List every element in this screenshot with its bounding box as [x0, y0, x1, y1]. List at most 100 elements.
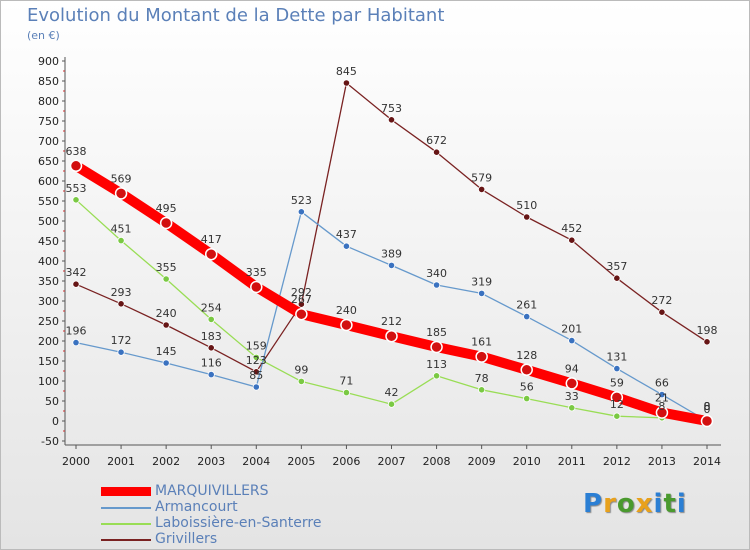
- y-tick-label: 250: [38, 315, 59, 328]
- legend-item: Armancourt: [101, 499, 421, 515]
- x-tick-label: 2009: [468, 455, 496, 468]
- data-label: 0: [704, 403, 711, 416]
- data-point: [252, 383, 260, 391]
- data-point: [72, 196, 80, 204]
- data-label: 437: [336, 228, 357, 241]
- data-point: [432, 281, 441, 289]
- data-label: 638: [66, 145, 87, 158]
- data-label: 212: [381, 315, 402, 328]
- data-label: 495: [156, 202, 177, 215]
- data-label: 85: [249, 369, 263, 382]
- data-point: [700, 414, 714, 428]
- data-point: [523, 213, 531, 221]
- legend-label: Armancourt: [155, 499, 238, 515]
- y-tick-label: 900: [38, 55, 59, 68]
- data-label: 116: [201, 357, 222, 370]
- x-tick-label: 2012: [603, 455, 631, 468]
- legend-label: Grivillers: [155, 531, 218, 547]
- data-point: [207, 344, 215, 352]
- data-label: 510: [516, 199, 537, 212]
- data-label: 12: [610, 398, 624, 411]
- data-label: 66: [655, 377, 669, 390]
- x-tick-label: 2014: [693, 455, 721, 468]
- x-tick-label: 2008: [423, 455, 451, 468]
- y-tick-label: 750: [38, 115, 59, 128]
- x-tick-label: 2002: [152, 455, 180, 468]
- data-point: [162, 321, 170, 329]
- logo-letter: o: [616, 489, 636, 519]
- y-tick-label: 50: [45, 395, 59, 408]
- logo-letter: i: [653, 489, 664, 519]
- data-point: [207, 370, 215, 379]
- data-point: [117, 348, 125, 356]
- labels-layer: 6385694954173352672402121851611289459210…: [66, 65, 718, 416]
- data-label: 357: [606, 260, 627, 273]
- y-tick-label: 500: [38, 215, 59, 228]
- data-label: 196: [66, 325, 87, 338]
- data-point: [297, 300, 305, 308]
- legend-item: Grivillers: [101, 531, 421, 547]
- data-point: [159, 216, 173, 230]
- data-label: 452: [561, 222, 582, 235]
- data-label: 261: [516, 299, 537, 312]
- data-label: 523: [291, 194, 312, 207]
- chart-title: Evolution du Montant de la Dette par Hab…: [27, 5, 445, 26]
- data-point: [520, 363, 533, 377]
- data-label: 42: [385, 386, 399, 399]
- y-tick-label: 600: [38, 175, 59, 188]
- data-label: 78: [475, 372, 489, 385]
- data-label: 145: [156, 345, 177, 358]
- y-tick-label: 450: [38, 235, 59, 248]
- data-point: [114, 187, 128, 200]
- data-point: [568, 236, 576, 244]
- data-label: 8: [658, 400, 665, 413]
- data-label: 59: [610, 376, 624, 389]
- data-label: 240: [156, 307, 177, 320]
- chart-subtitle: (en €): [27, 29, 60, 42]
- y-tick-label: 350: [38, 275, 59, 288]
- x-tick-label: 2001: [107, 455, 135, 468]
- data-label: 71: [339, 375, 353, 388]
- data-label: 579: [471, 171, 492, 184]
- data-point: [340, 318, 353, 332]
- logo-letter: r: [603, 489, 617, 519]
- x-tick-label: 2013: [648, 455, 676, 468]
- data-point: [655, 406, 669, 419]
- data-point: [478, 289, 486, 297]
- y-tick-label: 150: [38, 355, 59, 368]
- data-point: [613, 412, 621, 420]
- y-tick-label: 850: [38, 75, 59, 88]
- logo-letter: x: [635, 489, 654, 519]
- data-point: [342, 79, 351, 87]
- x-tick-label: 2000: [62, 455, 90, 468]
- logo-letter: P: [583, 489, 604, 519]
- legend-item: Laboissière-en-Santerre: [101, 515, 421, 531]
- data-point: [162, 359, 170, 367]
- y-tick-label: 700: [38, 135, 59, 148]
- data-label: 198: [697, 324, 718, 337]
- data-label: 113: [426, 358, 447, 371]
- data-label: 672: [426, 134, 447, 147]
- legend-label: MARQUIVILLERS: [155, 483, 269, 499]
- data-label: 342: [66, 266, 87, 279]
- series-layer: [69, 79, 714, 428]
- data-label: 8: [704, 400, 711, 413]
- data-point: [387, 261, 396, 269]
- data-point: [252, 353, 260, 361]
- data-label: 131: [606, 351, 627, 364]
- data-point: [207, 315, 215, 323]
- data-label: 569: [111, 172, 132, 185]
- data-label: 389: [381, 247, 402, 260]
- legend-swatch: [101, 487, 151, 496]
- y-tick-label: 300: [38, 295, 59, 308]
- data-label: 201: [561, 323, 582, 336]
- data-label: 335: [246, 266, 267, 279]
- data-label: 293: [111, 286, 132, 299]
- x-tick-label: 2011: [558, 455, 586, 468]
- data-label: 417: [201, 233, 222, 246]
- data-point: [297, 208, 305, 216]
- data-point: [523, 312, 531, 321]
- data-point: [342, 388, 351, 397]
- data-point: [387, 116, 396, 124]
